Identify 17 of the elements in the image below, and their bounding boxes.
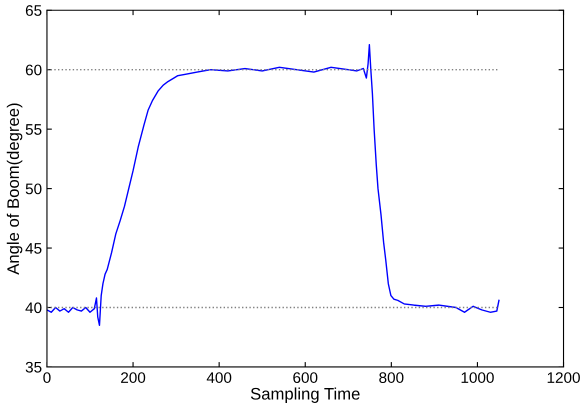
y-tick-label: 65	[26, 5, 42, 16]
y-tick-label: 50	[26, 183, 42, 194]
y-tick-label: 45	[25, 243, 42, 254]
y-tick-label: 55	[26, 124, 42, 135]
x-tick-label: 1200	[548, 372, 580, 384]
y-tick-label: 40	[25, 302, 42, 314]
x-tick-label: 1000	[462, 372, 494, 384]
x-tick-label: 800	[379, 372, 404, 384]
y-axis-title: Angle of Boom(degree)	[6, 103, 22, 275]
x-tick-label: 600	[293, 372, 318, 384]
y-tick-label: 35	[26, 362, 42, 373]
x-tick-label: 200	[121, 372, 146, 384]
y-tick-label: 60	[26, 64, 42, 76]
line-series	[46, 44, 500, 326]
x-tick-label: 0	[43, 372, 51, 384]
x-axis-title: Sampling Time	[250, 387, 360, 403]
x-tick-label: 400	[206, 372, 232, 384]
